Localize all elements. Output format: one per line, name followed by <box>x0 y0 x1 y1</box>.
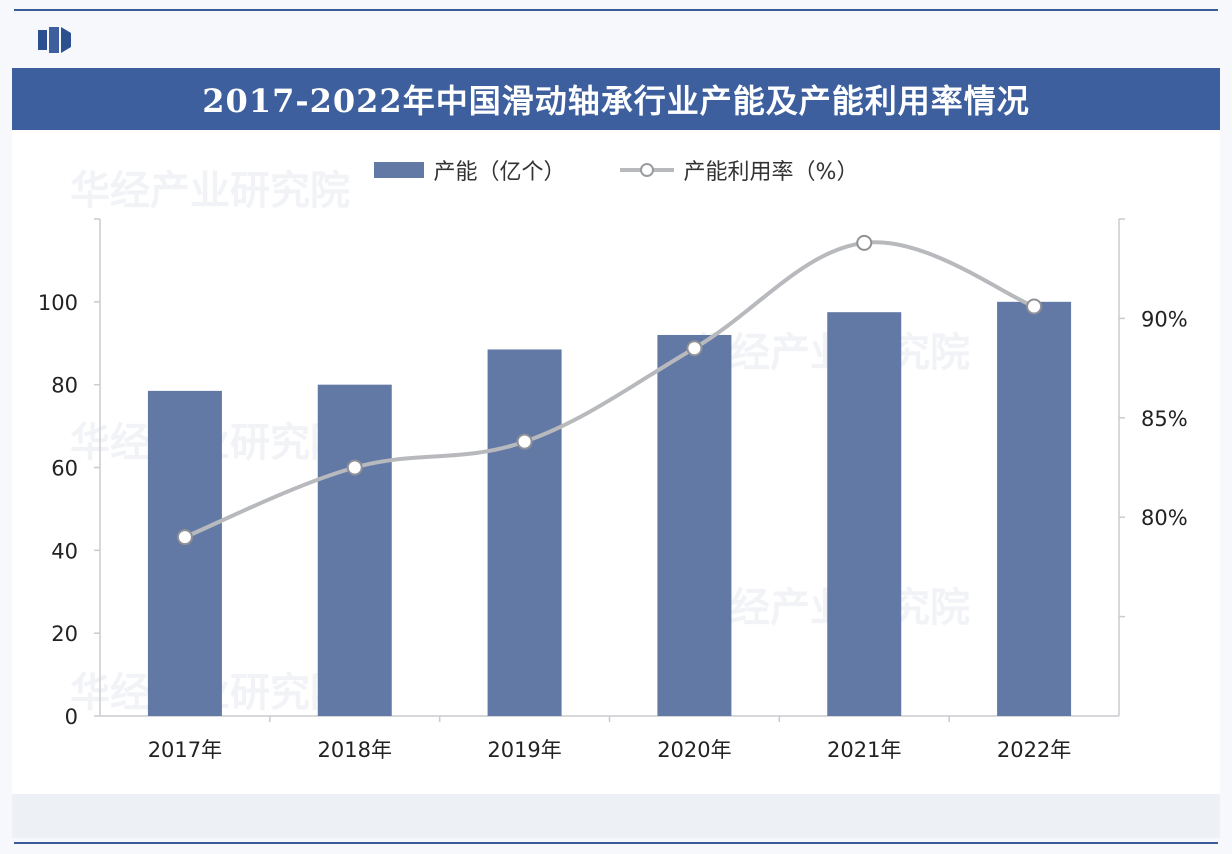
right-tick-label: 90% <box>1141 307 1188 331</box>
logo-icon <box>38 27 71 53</box>
right-tick-label: 80% <box>1141 506 1188 530</box>
left-tick-label: 20 <box>51 622 78 646</box>
chart-title: 2017-2022年中国滑动轴承行业产能及产能利用率情况 <box>202 82 1030 120</box>
legend-line-swatch <box>619 163 674 177</box>
line-point <box>346 459 363 476</box>
title-bar: 2017-2022年中国滑动轴承行业产能及产能利用率情况 <box>12 68 1220 130</box>
utilization-line <box>184 240 1035 539</box>
legend-bar-swatch <box>373 162 424 178</box>
line-point <box>856 234 873 251</box>
legend-item-capacity: 产能（亿个） <box>373 154 566 186</box>
x-tick-label: 2019年 <box>487 738 561 762</box>
x-tick-label: 2022年 <box>997 738 1071 762</box>
bar <box>997 301 1072 716</box>
legend: 产能（亿个） 产能利用率（%） <box>0 150 1232 190</box>
x-tick-label: 2020年 <box>657 738 731 762</box>
footer-band <box>12 794 1220 838</box>
x-tick-label: 2017年 <box>148 738 222 762</box>
x-tick-label: 2018年 <box>318 738 392 762</box>
left-tick-label: 60 <box>51 457 78 481</box>
bar <box>487 349 562 716</box>
left-tick-label: 100 <box>38 291 78 315</box>
bar <box>657 334 732 716</box>
left-tick-label: 40 <box>51 539 78 563</box>
bar <box>317 384 392 716</box>
left-tick-label: 80 <box>51 374 78 398</box>
legend-label-capacity: 产能（亿个） <box>433 160 566 185</box>
right-tick-label: 85% <box>1141 407 1188 431</box>
line-point <box>1026 298 1043 315</box>
bar <box>827 312 902 716</box>
left-tick-label: 0 <box>65 705 78 729</box>
line-point <box>516 433 533 450</box>
x-tick-label: 2021年 <box>827 738 901 762</box>
line-point <box>176 529 193 546</box>
legend-label-utilization: 产能利用率（%） <box>683 160 859 185</box>
top-rule <box>14 9 1218 11</box>
legend-item-utilization: 产能利用率（%） <box>619 154 859 186</box>
line-point <box>686 340 703 357</box>
bar <box>147 390 222 716</box>
bottom-rule <box>14 842 1218 844</box>
